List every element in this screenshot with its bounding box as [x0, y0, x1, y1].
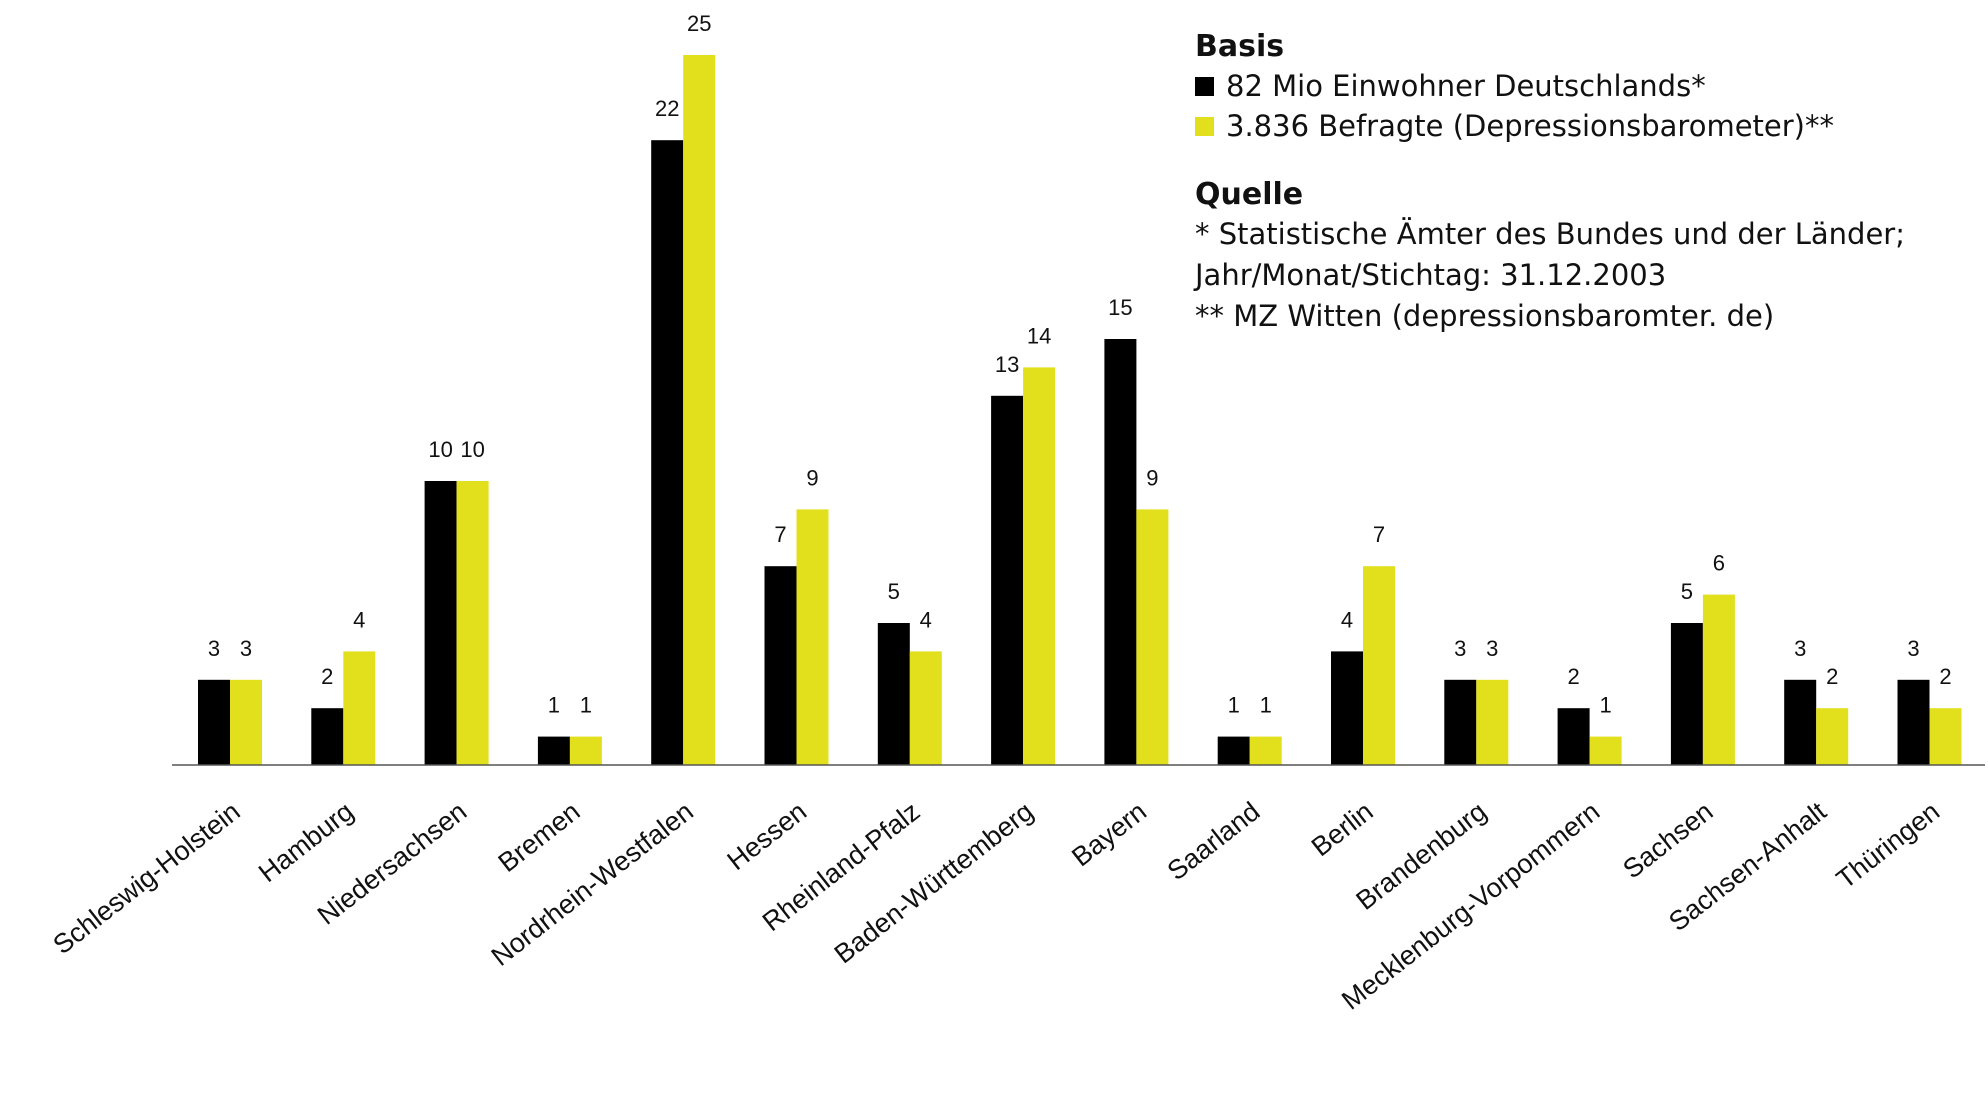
bar-respondents-10: [1363, 566, 1395, 765]
legend-swatch-respondents: [1195, 116, 1214, 136]
bar-population-5: [764, 566, 797, 765]
value-label-respondents-4: 25: [687, 11, 711, 36]
bar-respondents-3: [569, 736, 602, 765]
value-label-respondents-14: 2: [1826, 664, 1838, 689]
bar-population-4: [651, 140, 684, 765]
legend-entry-population: 82 Mio Einwohner Deutschlands*: [1195, 66, 1905, 106]
legend-label-respondents: 3.836 Befragte (Depressionsbarometer)**: [1226, 109, 1834, 143]
value-label-population-10: 4: [1341, 607, 1353, 632]
category-label-10: Berlin: [1306, 796, 1379, 862]
bar-population-6: [877, 623, 910, 765]
bar-respondents-2: [456, 481, 489, 765]
bar-respondents-7: [1023, 367, 1056, 765]
bar-population-7: [991, 395, 1024, 765]
value-label-population-12: 2: [1567, 664, 1579, 689]
value-label-population-5: 7: [774, 522, 786, 547]
bar-respondents-9: [1249, 736, 1282, 765]
bar-respondents-13: [1702, 594, 1735, 765]
value-label-respondents-15: 2: [1939, 664, 1951, 689]
value-label-population-7: 13: [995, 352, 1019, 377]
category-label-13: Sachsen: [1617, 796, 1718, 884]
source-heading: Quelle: [1195, 177, 1304, 212]
bar-population-2: [424, 481, 457, 765]
category-label-1: Hamburg: [253, 796, 359, 888]
value-label-respondents-5: 9: [806, 465, 818, 490]
bar-population-10: [1331, 651, 1363, 765]
value-label-respondents-10: 7: [1373, 522, 1385, 547]
legend-swatch-population: [1195, 76, 1214, 96]
category-label-4: Nordrhein-Westfalen: [486, 796, 699, 972]
value-label-population-6: 5: [888, 579, 900, 604]
bar-population-12: [1557, 708, 1590, 765]
value-label-population-4: 22: [655, 96, 679, 121]
bar-respondents-8: [1136, 509, 1169, 765]
bar-population-8: [1104, 339, 1137, 765]
bar-respondents-14: [1816, 708, 1849, 765]
category-label-0: Schleswig-Holstein: [47, 796, 245, 960]
bar-population-15: [1897, 679, 1930, 765]
value-label-respondents-2: 10: [460, 437, 484, 462]
bar-population-1: [311, 708, 344, 765]
value-label-respondents-13: 6: [1713, 551, 1725, 576]
bar-respondents-15: [1929, 708, 1962, 765]
bar-population-14: [1784, 679, 1817, 765]
bar-population-13: [1670, 623, 1703, 765]
value-label-population-3: 1: [548, 693, 560, 718]
category-label-15: Thüringen: [1831, 796, 1945, 895]
legend: Basis 82 Mio Einwohner Deutschlands* 3.8…: [1195, 28, 1905, 337]
bar-respondents-1: [343, 651, 376, 765]
category-label-5: Hessen: [722, 796, 813, 876]
value-label-respondents-3: 1: [580, 693, 592, 718]
value-label-population-9: 1: [1228, 693, 1240, 718]
value-label-population-15: 3: [1907, 636, 1919, 661]
value-label-population-2: 10: [428, 437, 452, 462]
category-label-3: Bremen: [493, 796, 586, 878]
bar-population-11: [1444, 679, 1477, 765]
value-label-population-13: 5: [1681, 579, 1693, 604]
bar-respondents-6: [909, 651, 942, 765]
value-label-respondents-1: 4: [353, 607, 365, 632]
value-label-respondents-12: 1: [1599, 693, 1611, 718]
bar-population-3: [537, 736, 570, 765]
value-label-population-8: 15: [1108, 295, 1132, 320]
bar-population-9: [1217, 736, 1250, 765]
value-label-respondents-11: 3: [1486, 636, 1498, 661]
value-label-respondents-9: 1: [1260, 693, 1272, 718]
bar-respondents-5: [796, 509, 829, 765]
value-label-respondents-6: 4: [920, 607, 932, 632]
source-line-1: * Statistische Ämter des Bundes und der …: [1195, 217, 1906, 251]
category-label-8: Bayern: [1066, 796, 1152, 872]
legend-entry-respondents: 3.836 Befragte (Depressionsbarometer)**: [1195, 106, 1905, 146]
value-label-population-1: 2: [321, 664, 333, 689]
bar-respondents-11: [1476, 679, 1509, 765]
value-label-respondents-0: 3: [240, 636, 252, 661]
category-label-7: Baden-Württemberg: [829, 796, 1039, 969]
legend-label-population: 82 Mio Einwohner Deutschlands*: [1226, 69, 1706, 103]
value-label-respondents-8: 9: [1146, 465, 1158, 490]
value-label-population-11: 3: [1454, 636, 1466, 661]
value-label-respondents-7: 14: [1027, 323, 1051, 348]
legend-heading: Basis: [1195, 29, 1285, 64]
bar-population-0: [198, 679, 230, 765]
value-label-population-0: 3: [208, 636, 220, 661]
bar-respondents-12: [1589, 736, 1622, 765]
bar-respondents-0: [230, 679, 262, 765]
source-line-2: Jahr/Monat/Stichtag: 31.12.2003: [1195, 258, 1667, 292]
value-label-population-14: 3: [1794, 636, 1806, 661]
category-label-9: Saarland: [1162, 796, 1266, 886]
bar-respondents-4: [683, 55, 716, 765]
source-line-3: ** MZ Witten (depressionsbaromter. de): [1195, 299, 1775, 333]
